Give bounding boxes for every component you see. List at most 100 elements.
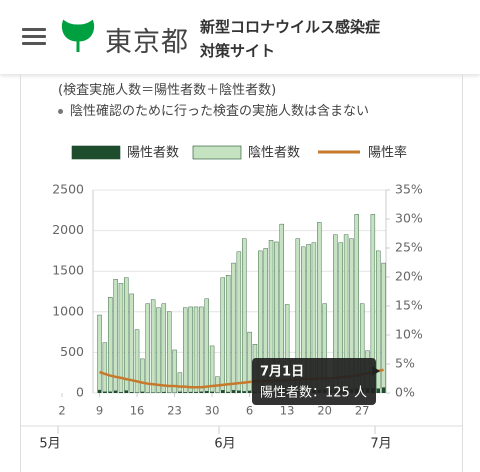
menu-icon[interactable] xyxy=(22,35,46,38)
bar xyxy=(231,262,236,391)
bar xyxy=(129,293,134,393)
bar xyxy=(376,388,381,393)
bar xyxy=(150,299,156,393)
bar xyxy=(134,329,140,393)
site-title: 新型コロナウイルス感染症 対策サイト xyxy=(200,18,381,60)
y-tick-label: 1500 xyxy=(52,263,84,278)
x-tick-label: 23 xyxy=(167,404,182,418)
tooltip-text: 陽性者数：125 人 xyxy=(260,386,367,401)
bar xyxy=(236,390,241,393)
month-label: 6月 xyxy=(214,437,235,452)
x-tick-label: 9 xyxy=(96,404,103,418)
bar xyxy=(193,306,199,393)
bar xyxy=(199,306,204,392)
bar xyxy=(113,279,118,391)
bar xyxy=(118,392,123,393)
y2-tick-label: 20% xyxy=(395,269,423,284)
legend-swatch xyxy=(71,145,121,160)
x-tick-label: 13 xyxy=(280,404,295,418)
y2-tick-label: 10% xyxy=(395,327,423,342)
bar xyxy=(124,390,129,393)
menu-icon[interactable] xyxy=(22,42,46,45)
bar xyxy=(124,277,129,391)
bar xyxy=(145,303,150,393)
bar xyxy=(381,387,386,393)
legend-label: 陽性者数 xyxy=(127,146,179,161)
bar xyxy=(242,238,247,392)
bar xyxy=(97,390,102,393)
card-border xyxy=(20,74,21,472)
bar xyxy=(166,311,172,393)
bar xyxy=(376,250,381,389)
bar xyxy=(129,392,134,393)
note: 陰性確認のために行った検査の実施人数は含まない xyxy=(57,101,369,122)
bar xyxy=(102,342,108,392)
bar xyxy=(236,251,242,391)
card-border xyxy=(462,74,463,472)
x-tick-label: 20 xyxy=(317,404,332,418)
month-label: 7月 xyxy=(370,437,391,452)
bar xyxy=(183,392,188,393)
bar xyxy=(220,390,225,393)
y-tick-label: 1000 xyxy=(52,303,84,318)
bar xyxy=(231,390,236,393)
bar xyxy=(209,345,215,393)
note: (検査実施人数＝陽性者数＋陰性者数) xyxy=(58,83,277,98)
bar xyxy=(204,298,209,392)
menu-icon[interactable] xyxy=(22,28,46,31)
y-tick-label: 500 xyxy=(60,344,84,359)
bar xyxy=(225,275,231,393)
bar xyxy=(188,306,193,393)
bar xyxy=(247,331,252,392)
bar xyxy=(102,391,107,393)
tooltip-title: 7月1日 xyxy=(260,365,304,380)
bar xyxy=(194,392,198,393)
bar xyxy=(172,349,177,394)
y2-tick-label: 30% xyxy=(395,211,423,226)
bar xyxy=(161,392,166,393)
bar xyxy=(199,391,204,393)
month-label: 5月 xyxy=(39,437,60,452)
bar xyxy=(108,391,113,393)
y-tick-label: 0 xyxy=(76,385,84,400)
bar xyxy=(247,390,252,393)
bar xyxy=(156,307,161,393)
x-tick-label: 27 xyxy=(355,404,370,418)
y2-tick-label: 35% xyxy=(395,182,423,197)
y-tick-label: 2500 xyxy=(52,182,84,197)
bar xyxy=(161,303,167,393)
bar xyxy=(204,391,209,393)
bar xyxy=(381,262,386,388)
bar xyxy=(242,391,247,393)
y2-tick-label: 15% xyxy=(395,298,423,313)
y2-tick-label: 0% xyxy=(395,385,415,400)
bar xyxy=(108,296,113,392)
bar xyxy=(183,307,188,393)
x-tick-label: 2 xyxy=(58,404,65,418)
logo-icon xyxy=(61,19,95,52)
legend-label: 陽性率 xyxy=(368,145,407,161)
bar xyxy=(226,392,231,393)
bar xyxy=(177,372,183,393)
bar xyxy=(113,390,118,393)
y2-tick-label: 5% xyxy=(395,356,415,371)
bar xyxy=(188,392,193,393)
bar xyxy=(220,277,226,391)
bar xyxy=(97,314,102,391)
header: 東京都 新型コロナウイルス感染症 対策サイト xyxy=(0,0,480,74)
legend-label: 陰性者数 xyxy=(248,146,300,161)
y-tick-label: 2000 xyxy=(52,222,84,237)
x-tick-label: 6 xyxy=(246,404,253,418)
bar xyxy=(118,283,124,393)
x-tick-label: 30 xyxy=(205,404,220,418)
bar xyxy=(140,391,145,393)
bar xyxy=(177,391,182,393)
bar xyxy=(210,391,215,393)
logo-text: 東京都 xyxy=(105,27,189,58)
bar xyxy=(140,358,145,393)
y2-tick-label: 25% xyxy=(395,240,423,255)
tooltip-arrow xyxy=(372,366,380,376)
